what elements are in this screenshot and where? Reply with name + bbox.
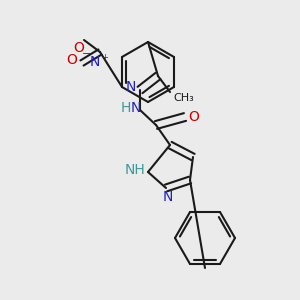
Text: N: N [90,55,100,69]
Text: +: + [102,53,108,62]
Text: O: O [189,110,200,124]
Text: O: O [74,41,84,55]
Text: N: N [126,80,136,94]
Text: CH₃: CH₃ [174,93,194,103]
Text: −: − [82,49,92,59]
Text: H: H [121,101,131,115]
Text: NH: NH [124,163,146,177]
Text: O: O [67,53,77,67]
Text: N: N [163,190,173,204]
Text: N: N [131,101,141,115]
